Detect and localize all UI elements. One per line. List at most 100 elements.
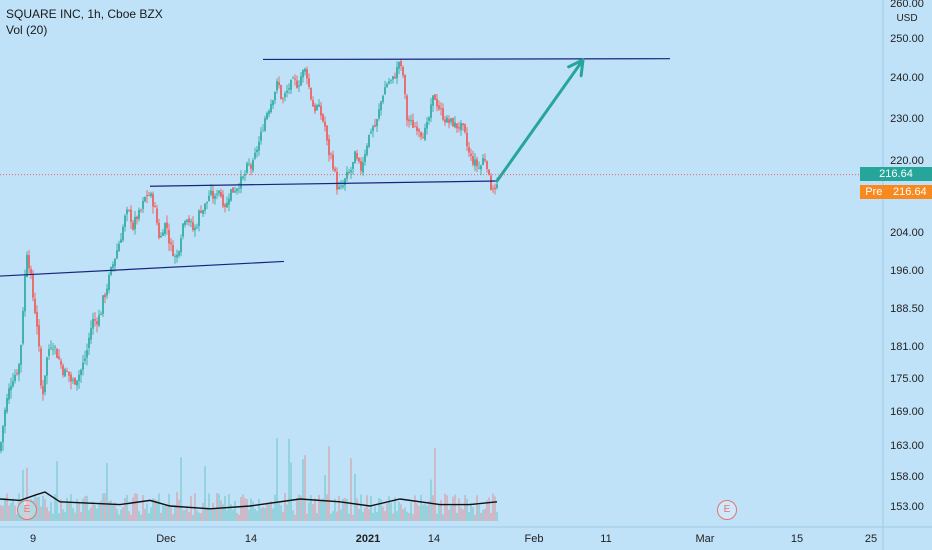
time-axis-tick-label: 2021 — [356, 533, 380, 545]
candle-body — [92, 318, 94, 329]
candle-body — [264, 118, 266, 131]
candle-body — [424, 128, 426, 140]
price-axis-tick-label: 188.50 — [890, 303, 924, 315]
volume-bar — [392, 513, 394, 521]
candle-body — [226, 202, 228, 208]
candle-body — [192, 222, 194, 231]
candle-body — [344, 178, 346, 186]
volume-bar — [262, 506, 264, 521]
candle-body — [8, 388, 10, 400]
earnings-event-icon[interactable]: E — [17, 500, 37, 520]
volume-bar — [150, 507, 152, 521]
candle-body — [270, 104, 272, 113]
volume-bar — [312, 504, 314, 521]
volume-bar — [344, 498, 346, 521]
volume-bar — [120, 509, 122, 521]
candle-body — [196, 226, 198, 228]
volume-bar — [394, 497, 396, 521]
candle-body — [364, 153, 366, 162]
volume-bar — [480, 512, 482, 521]
volume-bar — [430, 479, 432, 521]
volume-bar — [182, 509, 184, 521]
volume-bar — [204, 466, 206, 521]
candle-body — [42, 386, 44, 395]
volume-bar — [264, 508, 266, 521]
candle-body — [184, 221, 186, 225]
candle-body — [462, 123, 464, 126]
candle-body — [242, 176, 244, 179]
volume-bar — [114, 502, 116, 521]
volume-bar — [94, 505, 96, 521]
volume-bar — [304, 455, 306, 521]
candle-body — [134, 216, 136, 230]
volume-bar — [368, 508, 370, 521]
volume-bar — [130, 514, 132, 521]
volume-bar — [104, 493, 106, 521]
volume-bar — [338, 496, 340, 521]
candle-body — [288, 88, 290, 90]
time-axis-tick-label: 14 — [428, 533, 440, 545]
volume-bar — [424, 503, 426, 521]
candle-body — [294, 78, 296, 80]
volume-bar — [6, 493, 8, 521]
price-axis-tick-label: 250.00 — [890, 33, 924, 45]
candle-body — [470, 153, 472, 156]
volume-bar — [322, 498, 324, 521]
candle-body — [74, 377, 76, 385]
volume-bar — [260, 508, 262, 521]
volume-bar — [132, 497, 134, 521]
chart-legend: SQUARE INC, 1h, Cboe BZX Vol (20) — [6, 6, 163, 38]
candle-body — [4, 409, 6, 427]
candle-body — [352, 162, 354, 169]
candle-body — [72, 379, 74, 381]
candle-body — [468, 147, 470, 153]
candle-body — [400, 60, 402, 67]
volume-bar — [400, 504, 402, 521]
volume-bar — [426, 505, 428, 521]
candle-body — [440, 108, 442, 110]
candle-body — [78, 374, 80, 381]
candle-body — [396, 67, 398, 79]
volume-bar — [142, 495, 144, 521]
volume-bar — [38, 496, 40, 521]
candle-body — [386, 83, 388, 87]
volume-bar — [306, 513, 308, 521]
candle-body — [246, 163, 248, 173]
volume-bar — [466, 498, 468, 521]
volume-bar — [358, 508, 360, 521]
volume-bar — [324, 475, 326, 521]
candle-body — [194, 227, 196, 231]
candle-body — [438, 105, 440, 110]
price-axis-tick-label: 260.00 — [890, 0, 924, 10]
volume-bar — [190, 496, 192, 521]
candle-body — [314, 105, 316, 112]
volume-bar — [82, 498, 84, 521]
volume-bar — [372, 512, 374, 521]
candle-body — [432, 95, 434, 106]
volume-bar — [184, 509, 186, 521]
candle-body — [140, 209, 142, 211]
candle-body — [346, 171, 348, 179]
candle-body — [406, 95, 408, 121]
candle-body — [394, 76, 396, 79]
volume-bar — [436, 513, 438, 521]
price-axis-tick-label: 175.00 — [890, 373, 924, 385]
volume-legend[interactable]: Vol (20) — [6, 23, 48, 37]
candle-body — [100, 313, 102, 315]
time-axis-tick-label: 15 — [791, 533, 803, 545]
candle-body — [482, 158, 484, 165]
volume-bar — [210, 509, 212, 521]
candle-body — [490, 175, 492, 190]
volume-bar — [44, 499, 46, 521]
symbol-title[interactable]: SQUARE INC, 1h, Cboe BZX — [6, 7, 163, 21]
candle-body — [356, 153, 358, 159]
volume-bar — [216, 493, 218, 521]
candle-body — [358, 157, 360, 162]
time-axis[interactable]: 9 Dec 14 2021 14 Feb 11 Mar 15 25 — [30, 533, 877, 545]
earnings-event-icon[interactable]: E — [717, 500, 737, 520]
volume-bar — [296, 497, 298, 521]
candle-body — [82, 362, 84, 370]
candle-body — [20, 345, 22, 365]
volume-bar — [4, 497, 6, 521]
